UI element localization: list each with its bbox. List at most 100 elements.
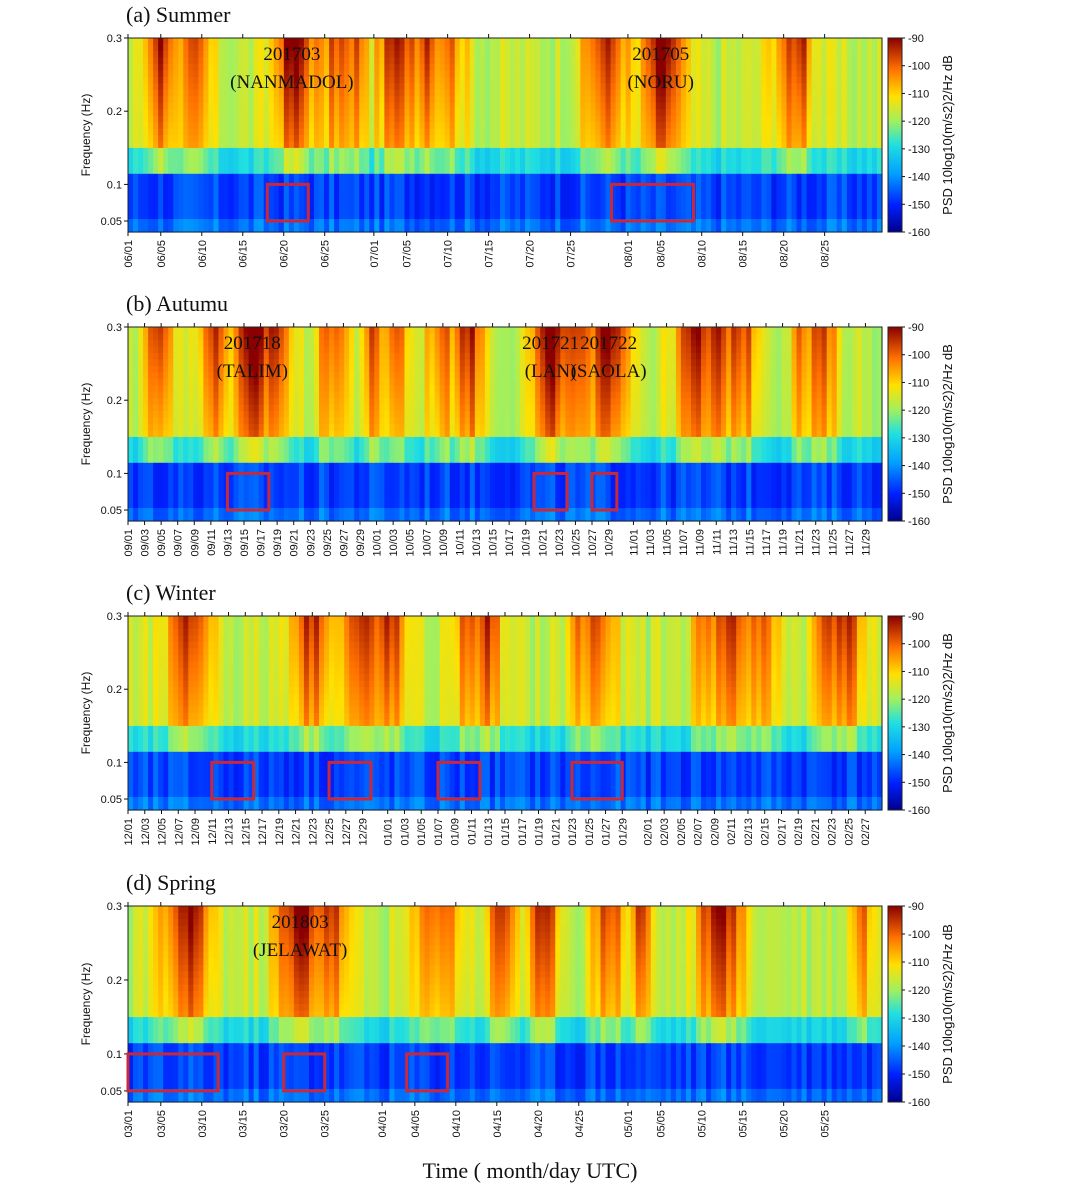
x-tick-label: 06/05 — [156, 240, 168, 268]
x-tick-label: 04/15 — [492, 1110, 504, 1138]
x-tick-label: 09/13 — [222, 529, 234, 557]
colorbar-tick-label: -110 — [908, 88, 929, 100]
colorbar: -90 -100 -110 -120 -130 -140 -150 -160 PSD 10log… — [887, 901, 955, 1109]
typhoon-id: 201803 — [272, 912, 329, 933]
highlight-box — [282, 1052, 327, 1093]
x-tick-label: 12/07 — [173, 818, 185, 846]
x-tick-label: 09/05 — [156, 529, 168, 557]
colorbar-tick-label: -120 — [908, 405, 930, 417]
x-tick-label: 10/15 — [488, 529, 500, 557]
x-tick-label: 04/25 — [574, 1110, 586, 1138]
x-tick-label: 11/01 — [628, 529, 640, 556]
colorbar-tick-label: -130 — [908, 433, 930, 445]
x-tick-label: 06/15 — [238, 240, 250, 268]
x-tick-label: 12/05 — [157, 818, 169, 846]
x-tick-label: 12/19 — [274, 818, 286, 846]
colorbar-tick-label: -90 — [908, 611, 924, 623]
x-tick-label: 01/27 — [601, 818, 613, 846]
panel-2: (b) Autumu 0.3 0.2 0.1 0.05 Frequency (Hz) 09/… — [79, 291, 955, 557]
panel-1: (a) Summer 0.3 0.2 0.1 0.05 Frequency (Hz) 06/… — [79, 2, 955, 268]
x-tick-label: 08/10 — [697, 240, 709, 268]
panel-title: (d) Spring — [126, 870, 216, 895]
highlight-box — [532, 471, 569, 512]
x-tick-label: 11/29 — [860, 529, 872, 556]
y-tick-label: 0.3 — [107, 611, 122, 623]
typhoon-name: (NORU) — [627, 72, 694, 93]
highlight-box — [210, 760, 256, 801]
x-tick-label: 02/19 — [793, 818, 805, 846]
x-tick-label: 04/10 — [451, 1110, 463, 1138]
x-tick-label: 01/05 — [416, 818, 428, 846]
typhoon-name: (LAN) — [525, 361, 577, 382]
y-axis-label: Frequency (Hz) — [79, 94, 93, 177]
x-tick-label: 11/17 — [761, 529, 773, 556]
x-tick-label: 10/09 — [438, 529, 450, 557]
x-tick-label: 01/29 — [617, 818, 629, 846]
x-tick-label: 01/19 — [534, 818, 546, 846]
colorbar-tick-label: -140 — [908, 750, 930, 762]
colorbar-tick-label: -120 — [908, 116, 930, 128]
y-tick-label: 0.05 — [101, 1086, 122, 1098]
x-tick-label: 12/25 — [324, 818, 336, 846]
colorbar-tick-label: -110 — [908, 957, 929, 969]
x-tick-label: 09/25 — [322, 529, 334, 557]
typhoon-id: 201703 — [263, 44, 320, 65]
typhoon-id: 201718 — [224, 333, 281, 354]
x-tick-label: 06/01 — [123, 240, 135, 268]
colorbar-gradient — [887, 615, 903, 811]
x-tick-label: 11/07 — [678, 529, 690, 556]
x-tick-label: 01/03 — [399, 818, 411, 846]
x-tick-label: 07/20 — [525, 240, 537, 268]
y-tick-label: 0.2 — [107, 106, 122, 118]
spectrogram-heatmap — [128, 38, 883, 233]
x-tick-label: 10/03 — [388, 529, 400, 557]
x-tick-label: 08/15 — [738, 240, 750, 268]
x-tick-label: 02/27 — [860, 818, 872, 846]
x-tick-label: 10/17 — [504, 529, 516, 557]
y-tick-label: 0.05 — [101, 794, 122, 806]
x-tick-label: 12/03 — [140, 818, 152, 846]
colorbar-tick-label: -150 — [908, 777, 930, 789]
x-tick-label: 05/15 — [738, 1110, 750, 1138]
colorbar-tick-label: -100 — [908, 350, 930, 362]
x-tick-label: 10/19 — [521, 529, 533, 557]
colorbar-label: PSD 10log10(m/s2)2/Hz dB — [940, 924, 955, 1084]
x-tick-label: 11/13 — [728, 529, 740, 556]
x-tick-label: 01/09 — [450, 818, 462, 846]
x-tick-label: 05/01 — [623, 1110, 635, 1138]
y-tick-label: 0.2 — [107, 975, 122, 987]
x-tick-label: 02/15 — [760, 818, 772, 846]
colorbar-tick-label: -160 — [908, 1097, 930, 1109]
x-tick-label: 04/05 — [410, 1110, 422, 1138]
x-tick-label: 01/11 — [466, 818, 478, 845]
x-tick-label: 02/21 — [810, 818, 822, 846]
colorbar-tick-label: -100 — [908, 61, 930, 73]
y-tick-label: 0.1 — [107, 468, 122, 480]
x-tick-label: 03/05 — [156, 1110, 168, 1138]
typhoon-id: 201722 — [580, 333, 637, 354]
x-tick-label: 12/23 — [307, 818, 319, 846]
x-tick-label: 11/03 — [645, 529, 657, 556]
highlight-box — [436, 760, 482, 801]
y-axis-label: Frequency (Hz) — [79, 963, 93, 1046]
spectrogram-heatmap — [128, 327, 883, 522]
x-tick-label: 01/01 — [383, 818, 395, 846]
x-tick-label: 10/29 — [604, 529, 616, 557]
highlight-box — [610, 182, 695, 223]
typhoon-id: 201721 — [522, 333, 579, 354]
x-tick-label: 10/11 — [454, 529, 466, 556]
colorbar-tick-label: -150 — [908, 488, 930, 500]
y-tick-label: 0.3 — [107, 33, 122, 45]
x-tick-label: 07/05 — [402, 240, 414, 268]
typhoon-name: (TALIM) — [217, 361, 288, 382]
typhoon-name: (NANMADOL) — [230, 72, 353, 93]
x-tick-label: 09/19 — [272, 529, 284, 557]
x-tick-label: 08/20 — [779, 240, 791, 268]
colorbar-tick-label: -100 — [908, 929, 930, 941]
highlight-box — [570, 760, 624, 801]
x-tick-label: 01/21 — [550, 818, 562, 846]
spectrogram-heatmap — [128, 906, 883, 1103]
x-tick-label: 12/01 — [123, 818, 135, 846]
x-tick-label: 10/25 — [570, 529, 582, 557]
colorbar-tick-label: -110 — [908, 377, 929, 389]
